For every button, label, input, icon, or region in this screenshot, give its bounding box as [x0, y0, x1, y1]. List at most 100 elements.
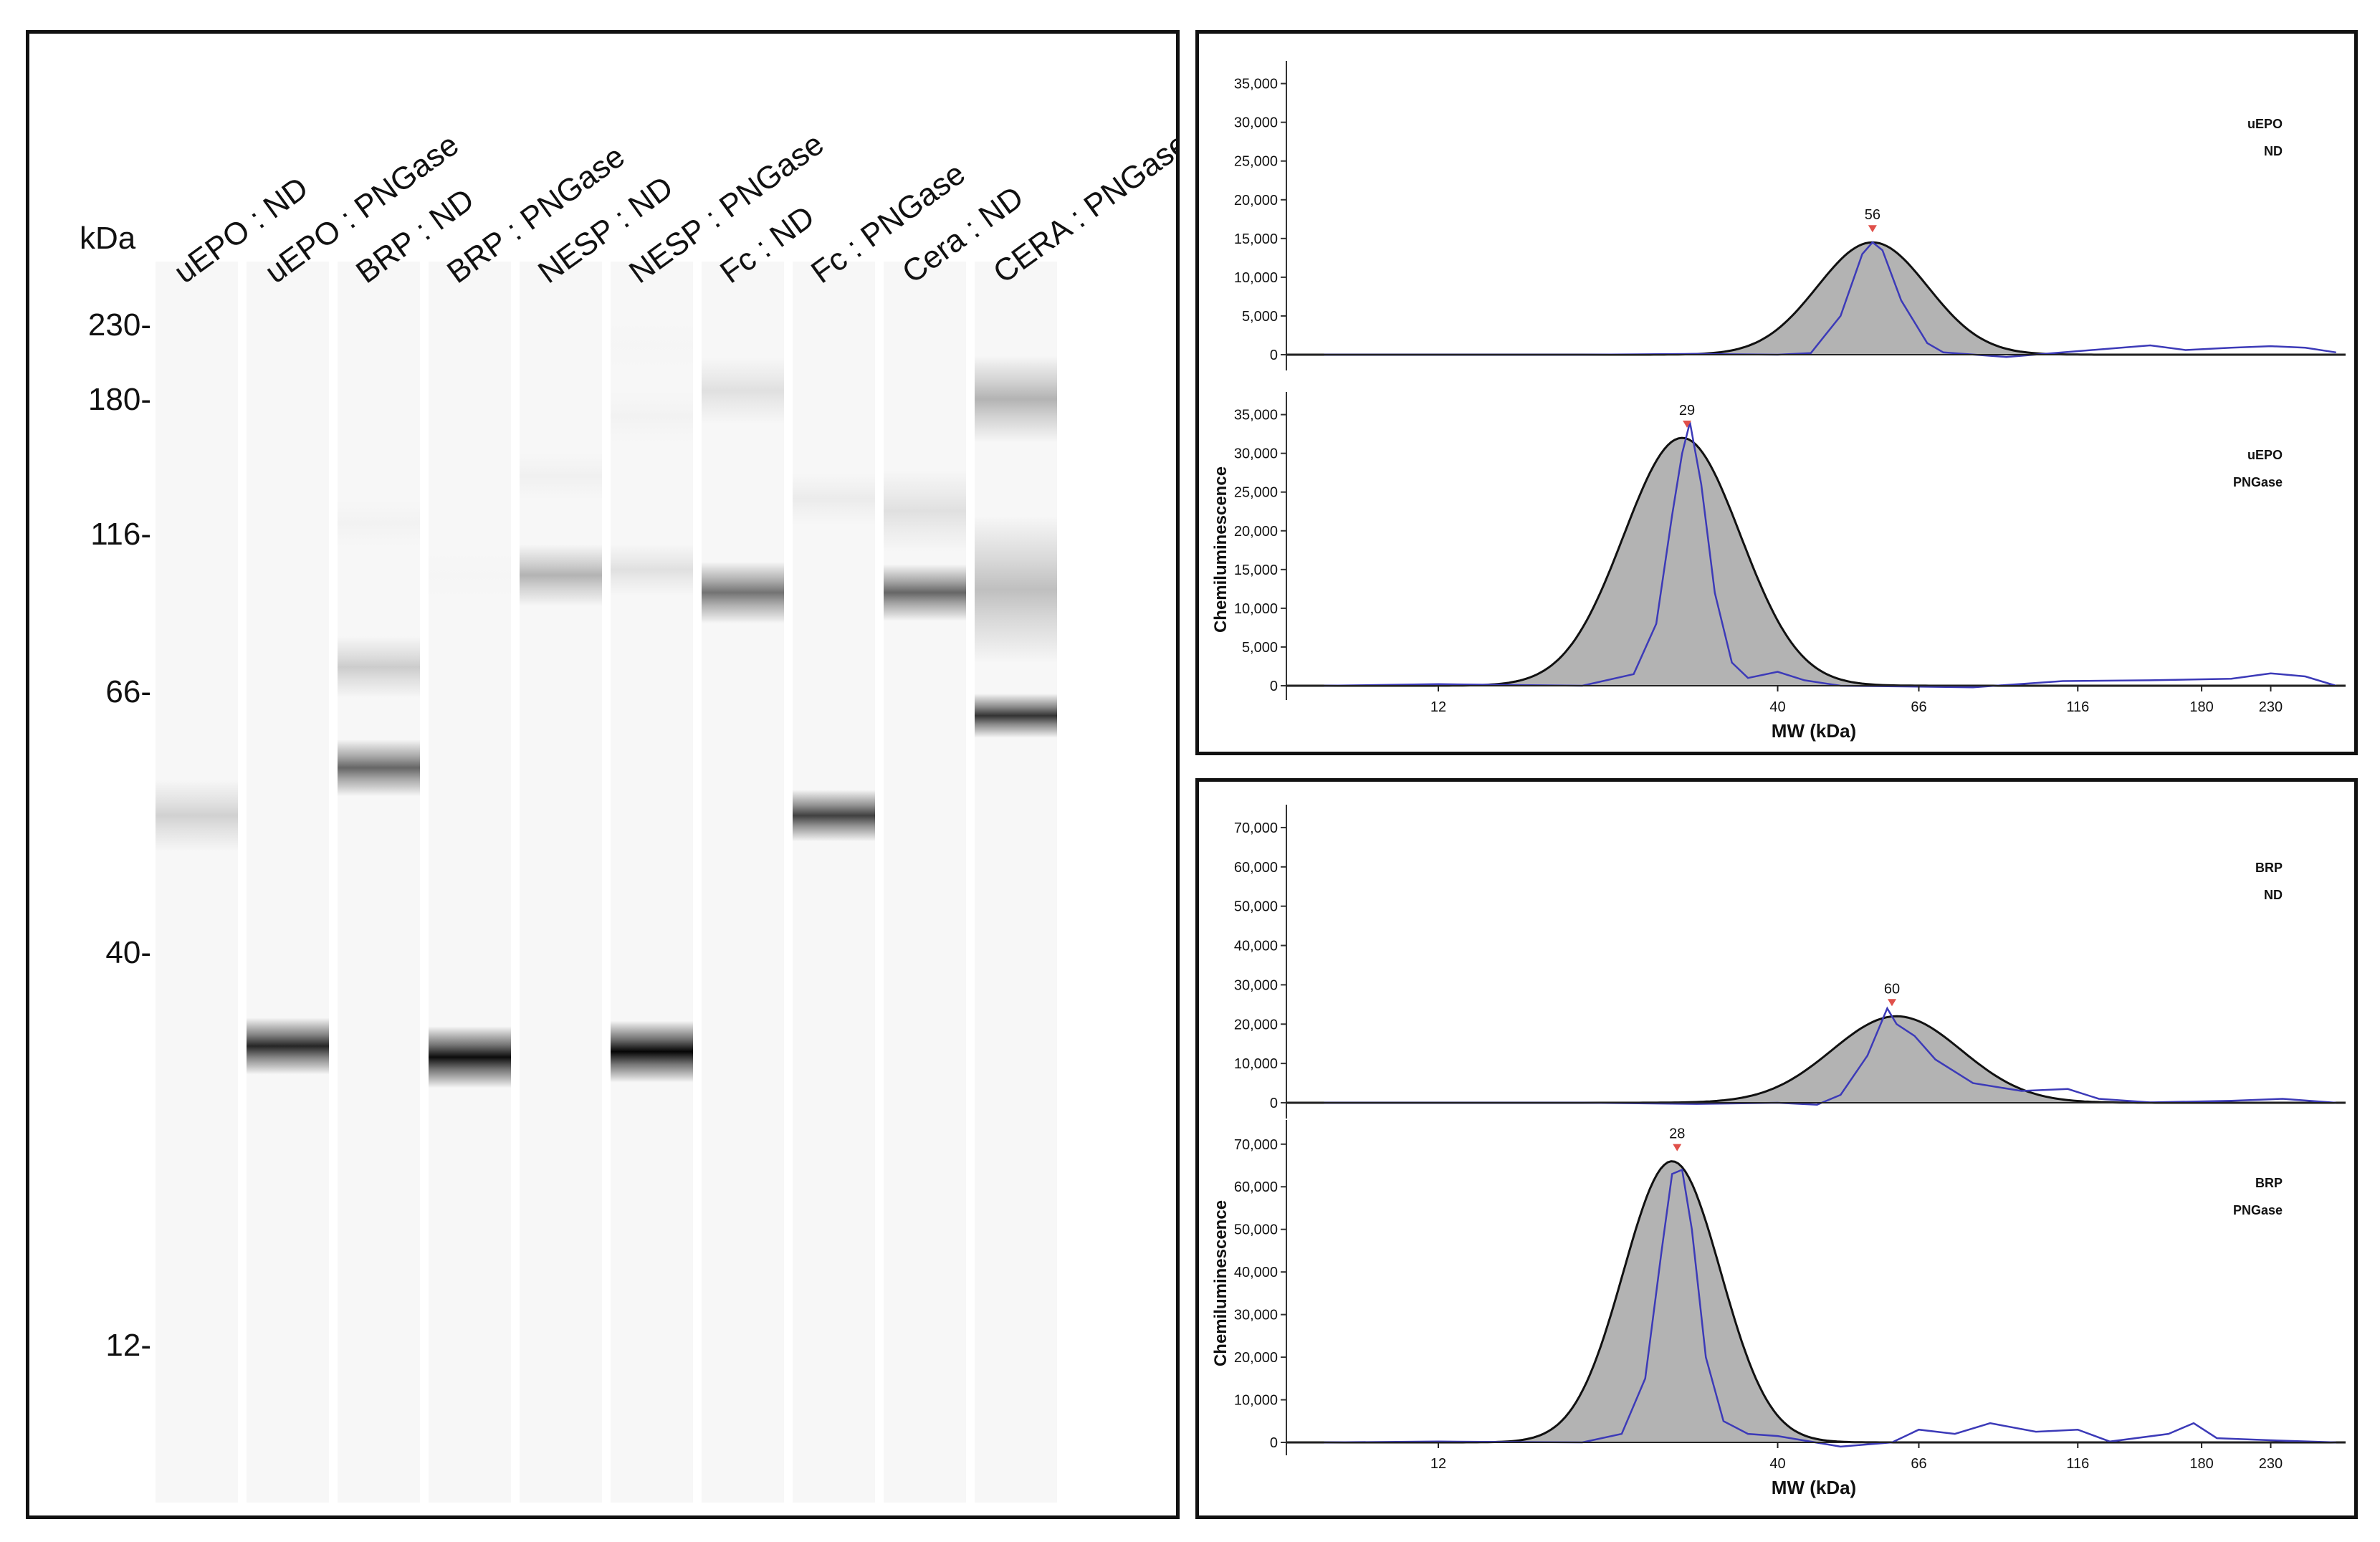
- y-tick-label: 10,000: [1234, 601, 1278, 617]
- y-tick-label: 70,000: [1234, 1137, 1278, 1153]
- gel-band: [520, 453, 602, 500]
- gel-band: [156, 780, 238, 852]
- gel-lane-background: [338, 262, 420, 1503]
- y-tick-label: 0: [1270, 348, 1278, 363]
- gel-marker-label: 12-: [105, 1328, 151, 1363]
- sample-label: PNGase: [2233, 1203, 2283, 1217]
- sample-label: BRP: [2255, 1176, 2283, 1190]
- y-tick-label: 40,000: [1234, 939, 1278, 954]
- y-tick-label: 0: [1270, 1435, 1278, 1451]
- gel-band: [793, 473, 875, 525]
- y-tick-label: 15,000: [1234, 231, 1278, 247]
- gel-band: [975, 355, 1057, 443]
- x-tick-label: 12: [1430, 1456, 1446, 1472]
- peak-marker: [1887, 999, 1896, 1007]
- y-tick-label: 25,000: [1234, 485, 1278, 501]
- gel-lane-background: [793, 262, 875, 1503]
- x-tick-label: 180: [2189, 1456, 2213, 1472]
- fit-area: [1286, 1016, 2346, 1103]
- gel-lane-background: [884, 262, 966, 1503]
- x-tick-label: 230: [2259, 699, 2283, 715]
- gel-lane: [429, 262, 511, 1503]
- y-tick-label: 20,000: [1234, 524, 1278, 540]
- y-tick-label: 20,000: [1234, 1017, 1278, 1033]
- gel-band: [611, 391, 693, 443]
- gel-lane: [247, 262, 329, 1503]
- sample-label: uEPO: [2247, 448, 2283, 462]
- y-tick-label: 60,000: [1234, 1179, 1278, 1195]
- peak-label: 60: [1884, 981, 1900, 997]
- gel-lane-background: [429, 262, 511, 1503]
- fit-curve: [1286, 1160, 2346, 1444]
- y-axis-label: Chemiluminescence: [1211, 466, 1230, 633]
- x-axis-label: MW (kDa): [1772, 720, 1856, 742]
- y-tick-label: 5,000: [1242, 640, 1278, 656]
- trace-line: [1324, 422, 2337, 689]
- gel-marker-label: 66-: [105, 674, 151, 709]
- y-tick-label: 10,000: [1234, 270, 1278, 286]
- y-tick-label: 40,000: [1234, 1265, 1278, 1280]
- y-tick-label: 5,000: [1242, 309, 1278, 325]
- gel-lane: [338, 262, 420, 1503]
- y-tick-label: 35,000: [1234, 408, 1278, 423]
- gel-band: [520, 544, 602, 606]
- peak-marker: [1673, 1144, 1682, 1151]
- peak-marker: [1683, 421, 1692, 428]
- gel-band: [429, 375, 511, 423]
- sample-label: ND: [2264, 888, 2283, 902]
- fit-area: [1286, 438, 2346, 686]
- fit-area: [1286, 1161, 2346, 1442]
- y-tick-label: 30,000: [1234, 115, 1278, 131]
- trace-line: [1324, 1168, 2336, 1448]
- y-tick-label: 60,000: [1234, 860, 1278, 876]
- y-tick-label: 30,000: [1234, 446, 1278, 462]
- y-tick-label: 20,000: [1234, 193, 1278, 209]
- gel-lane: [702, 262, 784, 1503]
- peak-label: 56: [1865, 207, 1880, 223]
- y-tick-label: 70,000: [1234, 820, 1278, 836]
- peak-label: 28: [1669, 1126, 1685, 1142]
- gel-band: [611, 1020, 693, 1083]
- fit-area: [1286, 242, 2346, 355]
- x-tick-label: 180: [2189, 699, 2213, 715]
- y-tick-label: 10,000: [1234, 1393, 1278, 1409]
- y-tick-label: 15,000: [1234, 562, 1278, 578]
- gel-band: [975, 694, 1057, 738]
- y-tick-label: 50,000: [1234, 899, 1278, 915]
- gel-panel: kDa 230- 180- 116- 66- 40- 12- uEPO : ND uEPO : …: [26, 30, 1180, 1519]
- gel-lane-background: [702, 262, 784, 1503]
- subplot: 0 5,000 10,000 15,000 20,000 25,000 30,000 35,0…: [1234, 392, 2346, 700]
- y-tick-label: 0: [1270, 679, 1278, 694]
- gel-unit-label: kDa: [80, 221, 136, 256]
- subplot: 0 10,000 20,000 30,000 40,000 50,000 60,000 70,…: [1234, 805, 2346, 1119]
- y-tick-label: 20,000: [1234, 1350, 1278, 1366]
- gel-band: [247, 1017, 329, 1075]
- gel-marker-label: 40-: [105, 935, 151, 970]
- gel-lane-background: [611, 262, 693, 1503]
- x-axis-label: MW (kDa): [1772, 1477, 1856, 1498]
- y-tick-label: 0: [1270, 1096, 1278, 1111]
- y-tick-label: 25,000: [1234, 154, 1278, 170]
- gel-lane-background: [520, 262, 602, 1503]
- gel-band: [429, 552, 511, 599]
- sample-label: ND: [2264, 144, 2283, 158]
- gel-band: [611, 322, 693, 369]
- peak-label: 29: [1679, 403, 1695, 418]
- x-tick-label: 116: [2066, 1456, 2089, 1472]
- subplot: 0 5,000 10,000 15,000 20,000 25,000 30,000 35,0…: [1234, 61, 2346, 370]
- gel-marker-label: 116-: [90, 517, 151, 552]
- gel-band: [884, 564, 966, 621]
- gel-lane: [793, 262, 875, 1503]
- gel-band: [338, 739, 420, 797]
- gel-band: [429, 1026, 511, 1088]
- gel-lane: [611, 262, 693, 1503]
- x-tick-label: 230: [2259, 1456, 2283, 1472]
- x-tick-label: 40: [1769, 1456, 1785, 1472]
- fit-curve: [1286, 436, 2346, 687]
- x-tick-label: 12: [1430, 699, 1446, 715]
- sample-label: PNGase: [2233, 475, 2283, 489]
- subplot: 0 10,000 20,000 30,000 40,000 50,000 60,000 70,…: [1234, 1120, 2346, 1455]
- x-tick-label: 66: [1911, 1456, 1926, 1472]
- gel-band: [611, 544, 693, 596]
- gel-band: [702, 357, 784, 424]
